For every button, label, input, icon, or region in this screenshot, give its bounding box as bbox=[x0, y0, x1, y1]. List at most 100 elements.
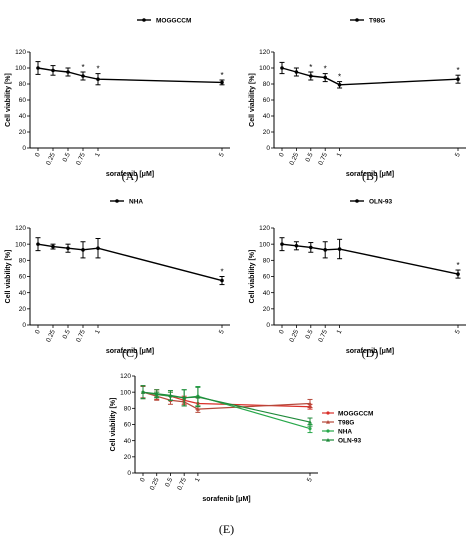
panel-label: (C) bbox=[122, 346, 138, 360]
x-tick-label: 0.25 bbox=[149, 477, 161, 492]
series-line-T98G bbox=[281, 67, 459, 86]
x-tick-label: 0.75 bbox=[75, 329, 87, 344]
data-point bbox=[81, 74, 85, 78]
y-axis-label: Cell viability [%] bbox=[5, 250, 12, 304]
legend-marker bbox=[115, 199, 119, 203]
data-point bbox=[36, 242, 40, 246]
x-tick-label: 5 bbox=[454, 152, 462, 159]
x-tick-label: 0.25 bbox=[289, 329, 301, 344]
y-tick-label: 20 bbox=[263, 129, 271, 136]
data-point bbox=[220, 80, 224, 85]
legend-label: NHA bbox=[338, 428, 352, 435]
x-tick-label: 0.5 bbox=[62, 329, 72, 340]
x-tick-label: 0.5 bbox=[62, 152, 72, 163]
x-tick-label: 0 bbox=[34, 329, 42, 336]
data-point bbox=[51, 68, 55, 73]
data-point bbox=[323, 248, 328, 252]
y-axis-label: Cell viability [%] bbox=[249, 73, 256, 127]
legend-marker bbox=[326, 429, 330, 433]
legend-label: OLN-93 bbox=[338, 437, 362, 444]
y-tick-label: 100 bbox=[259, 65, 270, 72]
y-tick-label: 0 bbox=[127, 470, 131, 477]
panel-label: (D) bbox=[362, 346, 379, 360]
y-tick-label: 120 bbox=[120, 373, 131, 380]
x-tick-label: 1 bbox=[94, 329, 102, 336]
data-point bbox=[66, 246, 70, 251]
series-line-MOGGCCM bbox=[37, 67, 223, 84]
legend-marker bbox=[355, 199, 359, 203]
x-axis-label: sorafenib [μM] bbox=[106, 171, 154, 178]
x-tick-label: 0 bbox=[278, 152, 286, 159]
x-tick-label: 0.25 bbox=[45, 152, 57, 167]
y-tick-label: 20 bbox=[19, 306, 27, 313]
data-point bbox=[81, 248, 85, 252]
y-tick-label: 80 bbox=[263, 258, 271, 265]
significance-marker: * bbox=[324, 65, 327, 74]
x-tick-label: 0.5 bbox=[304, 329, 314, 340]
y-tick-label: 60 bbox=[19, 274, 27, 281]
legend-marker bbox=[355, 18, 359, 22]
y-tick-label: 100 bbox=[15, 241, 26, 248]
x-axis-label: sorafenib [μM] bbox=[346, 348, 394, 355]
data-point bbox=[51, 244, 55, 249]
legend-label: NHA bbox=[129, 198, 143, 205]
y-axis-label: Cell viability [%] bbox=[110, 398, 117, 452]
data-point bbox=[308, 401, 312, 406]
x-axis-label: sorafenib [μM] bbox=[106, 348, 154, 355]
x-tick-label: 0.75 bbox=[176, 477, 188, 492]
y-tick-label: 40 bbox=[263, 290, 271, 297]
data-point bbox=[66, 70, 70, 74]
data-point bbox=[309, 74, 313, 78]
x-tick-label: 0.75 bbox=[317, 152, 329, 167]
series-line-OLN-93 bbox=[142, 391, 311, 423]
x-axis-label: sorafenib [μM] bbox=[202, 496, 250, 503]
data-point bbox=[36, 66, 40, 70]
data-point bbox=[280, 66, 284, 70]
x-tick-label: 0.5 bbox=[164, 477, 174, 488]
y-tick-label: 80 bbox=[124, 406, 132, 413]
y-tick-label: 0 bbox=[22, 322, 26, 329]
x-tick-label: 5 bbox=[306, 477, 314, 484]
x-tick-label: 1 bbox=[94, 152, 102, 159]
legend-label: MOGGCCM bbox=[338, 410, 373, 417]
x-tick-label: 5 bbox=[454, 329, 462, 336]
x-tick-label: 0 bbox=[278, 329, 286, 336]
data-point bbox=[154, 391, 159, 396]
y-tick-label: 60 bbox=[263, 274, 271, 281]
data-point bbox=[308, 426, 312, 431]
data-point bbox=[195, 407, 200, 411]
y-axis-label: Cell viability [%] bbox=[249, 250, 256, 304]
y-tick-label: 60 bbox=[263, 97, 271, 104]
x-tick-label: 1 bbox=[194, 477, 202, 484]
y-tick-label: 120 bbox=[259, 49, 270, 56]
significance-marker: * bbox=[456, 261, 459, 270]
significance-marker: * bbox=[220, 71, 223, 80]
data-point bbox=[141, 390, 145, 394]
y-tick-label: 0 bbox=[266, 322, 270, 329]
data-point bbox=[96, 77, 100, 81]
x-tick-label: 5 bbox=[218, 329, 226, 336]
x-tick-label: 0.75 bbox=[75, 152, 87, 167]
series-line-NHA bbox=[37, 243, 223, 282]
x-tick-label: 0.75 bbox=[317, 329, 329, 344]
y-tick-label: 20 bbox=[263, 306, 271, 313]
y-tick-label: 80 bbox=[19, 81, 27, 88]
y-tick-label: 40 bbox=[19, 290, 27, 297]
legend-marker bbox=[326, 411, 330, 415]
y-tick-label: 100 bbox=[120, 389, 131, 396]
legend-marker bbox=[326, 420, 330, 424]
y-axis-label: Cell viability [%] bbox=[5, 73, 12, 127]
data-point bbox=[323, 75, 328, 80]
data-point bbox=[337, 247, 342, 251]
legend-label: OLN-93 bbox=[369, 198, 393, 205]
y-tick-label: 20 bbox=[124, 454, 132, 461]
data-point bbox=[182, 395, 187, 400]
legend-label: T98G bbox=[338, 419, 354, 426]
data-point bbox=[456, 272, 460, 276]
data-point bbox=[168, 393, 173, 397]
significance-marker: * bbox=[96, 65, 99, 74]
